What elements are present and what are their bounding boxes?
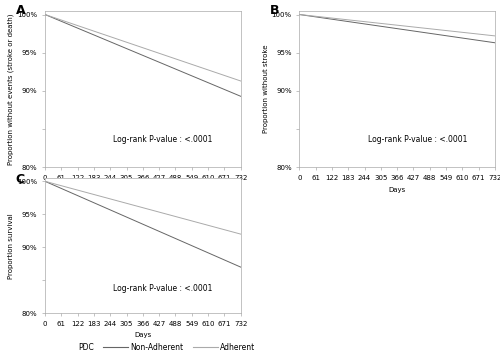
- Y-axis label: Proportion without stroke: Proportion without stroke: [263, 45, 269, 133]
- Text: B: B: [270, 4, 280, 17]
- Text: C: C: [16, 173, 25, 185]
- Text: PDC: PDC: [78, 342, 94, 352]
- Text: Non-Adherent: Non-Adherent: [130, 342, 184, 352]
- Text: A: A: [16, 4, 26, 17]
- Y-axis label: Proportion without events (stroke or death): Proportion without events (stroke or dea…: [8, 13, 14, 165]
- X-axis label: Days: Days: [134, 333, 152, 339]
- Text: Log-rank P-value : <.0001: Log-rank P-value : <.0001: [368, 135, 467, 144]
- X-axis label: Days: Days: [388, 187, 406, 193]
- Text: Log-rank P-value : <.0001: Log-rank P-value : <.0001: [114, 135, 213, 144]
- Y-axis label: Proportion survival: Proportion survival: [8, 213, 14, 278]
- X-axis label: Days: Days: [134, 187, 152, 193]
- Text: Adherent: Adherent: [220, 342, 256, 352]
- Text: Log-rank P-value : <.0001: Log-rank P-value : <.0001: [114, 284, 213, 293]
